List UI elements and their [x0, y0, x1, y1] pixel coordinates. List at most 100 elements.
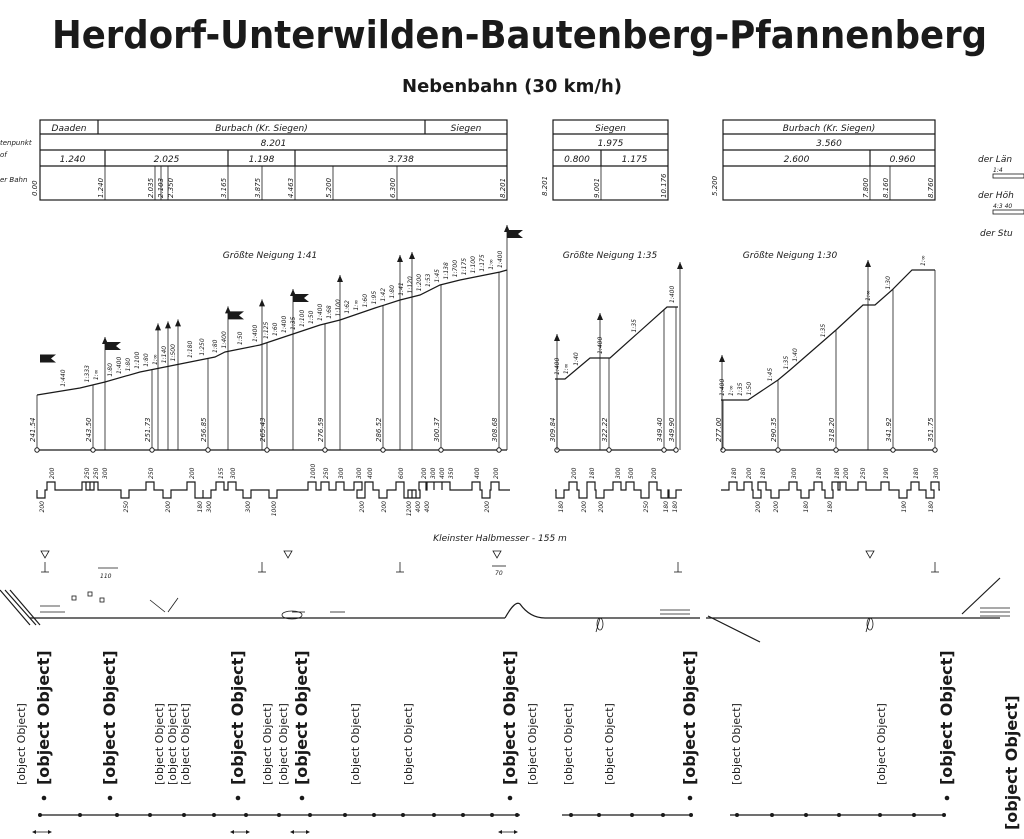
curve-radius-label: 200 [39, 501, 46, 513]
signal-arrow-icon [677, 262, 683, 269]
elevation-point [205, 447, 211, 453]
elevation-point [606, 447, 612, 453]
km-mark: 6.300 [389, 177, 397, 198]
passing-loop [281, 610, 303, 620]
elevation-label: 351.75 [927, 417, 935, 442]
kilometre-dot-icon [689, 813, 693, 817]
curve-radius-label: 200 [189, 467, 196, 479]
curve-radius-label: 500 [628, 467, 635, 479]
gradient-label: 1:42 [380, 288, 387, 302]
gradient-profile-line [721, 269, 935, 401]
station-name-major: [object Object] [937, 650, 956, 785]
signal-arrow-icon [409, 252, 415, 259]
gradient-label: 1:∞ [93, 369, 100, 380]
gradient-profile-line [36, 269, 508, 396]
gradient-label: 1:333 [84, 365, 91, 382]
gradient-label: 1:30 [885, 276, 892, 290]
gradient-label: 1:100 [134, 351, 141, 368]
station-name: [object Object] [526, 703, 539, 785]
gradient-label: 1:50 [237, 331, 244, 345]
elevation-label: 349.90 [668, 417, 676, 442]
station-name-major: [object Object] [1002, 695, 1021, 830]
track-branch [9, 589, 41, 626]
station-name: [object Object] [603, 703, 616, 785]
gradient-label: 1:80 [107, 363, 114, 377]
elevation-point [496, 447, 502, 453]
curve-radius-label: 300 [791, 467, 798, 479]
district-name: Burbach (Kr. Siegen) [783, 124, 876, 134]
gradient-label: 1:100 [335, 299, 342, 316]
gradient-label: 1:400 [669, 286, 676, 303]
curve-radius-label: 200 [571, 467, 578, 479]
kilometre-dot-icon [401, 813, 405, 817]
elevation-label: 256.85 [200, 417, 208, 442]
curve-radius-label: 155 [218, 467, 225, 479]
curve-radius-label: 300 [206, 501, 213, 513]
elevation-point [673, 447, 679, 453]
signal-arrow-icon [397, 255, 403, 262]
kilometre-dot-icon [244, 813, 248, 817]
curve-radius-label: 300 [356, 467, 363, 479]
kilometre-dot-icon [78, 813, 82, 817]
elevation-label: 290.35 [770, 417, 778, 442]
gradient-label: 1:700 [452, 260, 459, 277]
curve-radius-label: 250 [148, 467, 155, 479]
curve-radius-label: 200 [49, 467, 56, 479]
kilometre-dot-icon [597, 813, 601, 817]
gradient-label: 1:175 [461, 258, 468, 275]
siding-track [149, 599, 166, 613]
km-mark: 2.103 [157, 178, 165, 198]
gradient-label: 1:250 [199, 338, 206, 355]
signal-arrow-icon [165, 321, 171, 329]
signal-arrow-icon [337, 275, 343, 282]
kilometre-dot-icon [148, 813, 152, 817]
elevation-point [90, 447, 96, 453]
gradient-label: 1:35 [631, 319, 638, 333]
kilometre-dot-icon [912, 813, 916, 817]
reversing-spur [596, 617, 604, 631]
gradient-label: 1:∞ [488, 259, 495, 270]
curve-radius-label: 180 [827, 501, 834, 513]
kilometre-dot-icon [630, 813, 634, 817]
station-name: [object Object] [153, 703, 166, 785]
gradient-label: 1:120 [407, 276, 414, 293]
water-crane-triangle-icon [865, 550, 875, 559]
curve-radius-label: 180 [197, 501, 204, 513]
segment-length: 1.240 [60, 155, 86, 165]
curve-radius-label: 250 [323, 467, 330, 479]
water-crane-triangle-icon [283, 550, 293, 559]
curve-radius-label: 200 [843, 467, 850, 479]
curve-radius-label: 600 [398, 467, 405, 479]
district-name: Siegen [451, 124, 482, 134]
station-name-major: [object Object] [34, 650, 53, 785]
gradient-label: 1:100 [470, 256, 477, 273]
gradient-label: 1:68 [326, 305, 333, 319]
gradient-label: 1:∞ [920, 255, 927, 266]
kilometre-dot-icon [735, 813, 739, 817]
gradient-label: 1:95 [371, 291, 378, 305]
curve-radius-label: 400 [424, 501, 431, 513]
gradient-label: 1:80 [212, 339, 219, 353]
km-start: 5.200 [711, 175, 719, 196]
elevation-label: 265.43 [259, 418, 267, 443]
curve-radius-label: 1000 [310, 464, 317, 479]
total-length: 8.201 [261, 139, 287, 149]
km-start: 0.00 [31, 180, 39, 196]
track-branch [0, 589, 31, 626]
track-main-line [504, 602, 700, 619]
track-scale-label: 70 [495, 570, 503, 577]
kilometre-dot-icon [661, 813, 665, 817]
curve-radius-label: 250 [860, 467, 867, 479]
curve-radius-label: 200 [581, 501, 588, 513]
curve-radius-label: 180 [928, 501, 935, 513]
station-name-major: [object Object] [292, 650, 311, 785]
elevation-label: 277.00 [715, 417, 723, 442]
km-mark: 2.035 [147, 177, 155, 198]
signal-arrow-icon [597, 313, 603, 320]
gradient-label: 1:35 [783, 356, 790, 370]
station-name: [object Object] [349, 703, 362, 785]
kilometre-dot-icon [212, 813, 216, 817]
km-mark: 8.160 [882, 177, 890, 198]
district-name: Siegen [595, 124, 626, 134]
gradient-label: 1:400 [252, 325, 259, 342]
